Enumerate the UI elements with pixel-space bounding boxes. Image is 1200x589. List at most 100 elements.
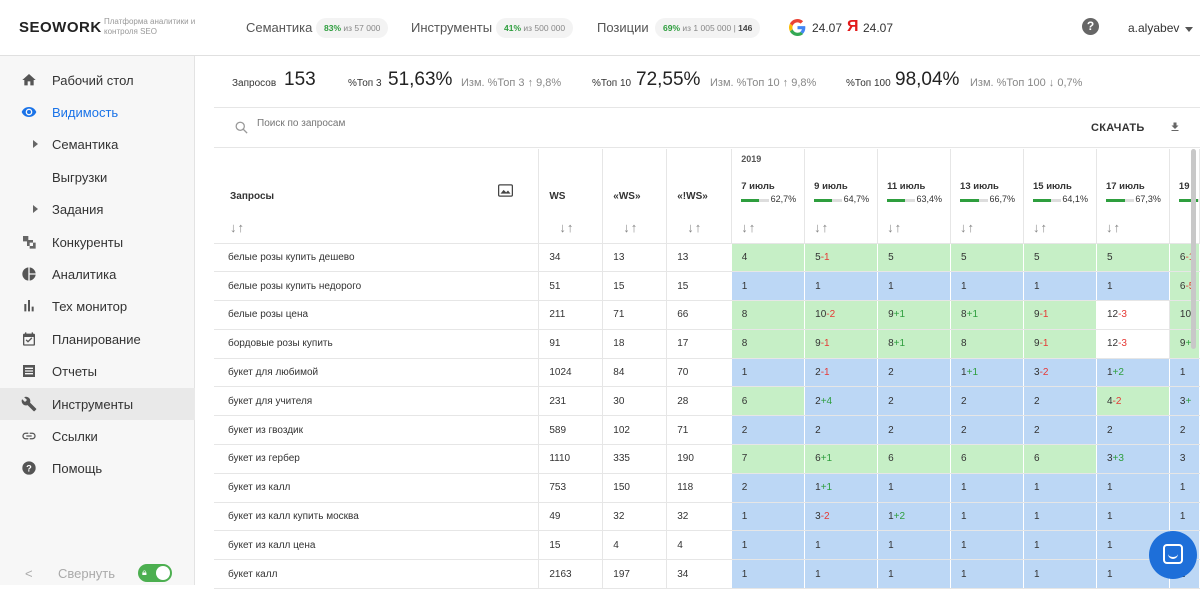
table-row[interactable]: букет из гвоздик 589 102 71 2 2 2 2 2 2 2	[214, 415, 1200, 446]
position-cell[interactable]: 1	[877, 559, 952, 589]
position-cell[interactable]: 2	[1023, 386, 1097, 417]
sort-icon[interactable]: ↓↑	[741, 219, 757, 235]
position-cell[interactable]: 1	[731, 271, 806, 302]
sort-icon[interactable]: ↓↑	[1033, 219, 1048, 235]
position-cell[interactable]: 1	[804, 530, 879, 561]
position-cell[interactable]: 1	[804, 559, 879, 589]
sidebar-item-help[interactable]: ? Помощь	[0, 452, 195, 484]
position-cell[interactable]: 10-2	[804, 300, 879, 330]
table-row[interactable]: букет из калл купить москва 49 32 32 1 3-2 1+2…	[214, 502, 1200, 532]
sidebar-item-analytics[interactable]: Аналитика	[0, 258, 195, 290]
position-cell[interactable]: 6	[731, 386, 806, 417]
position-cell[interactable]: 1	[1096, 473, 1170, 503]
position-cell[interactable]: 5	[950, 243, 1024, 273]
query-cell[interactable]: букет для любимой	[214, 358, 539, 388]
table-row[interactable]: букет для учителя 231 30 28 6 2+4 2 2 2 4-2 3+	[214, 386, 1200, 417]
sidebar-item-exports[interactable]: Выгрузки	[0, 161, 195, 193]
table-row[interactable]: бордовые розы купить 91 18 17 8 9-1 8+1 8 9-1 12-…	[214, 329, 1200, 359]
sidebar-item-dashboard[interactable]: Рабочий стол	[0, 64, 195, 96]
position-cell[interactable]: 1+1	[804, 473, 879, 503]
position-cell[interactable]: 1	[950, 530, 1024, 561]
position-cell[interactable]: 8	[731, 329, 806, 359]
position-cell[interactable]: 2	[1096, 415, 1170, 446]
position-cell[interactable]: 9-1	[1023, 300, 1097, 330]
position-cell[interactable]: 1	[1169, 473, 1200, 503]
user-menu[interactable]: a.alyabev	[1128, 21, 1194, 35]
position-cell[interactable]: 8	[950, 329, 1024, 359]
sort-icon[interactable]: ↓↑	[623, 219, 639, 235]
position-cell[interactable]: 4	[731, 243, 806, 273]
query-cell[interactable]: белые розы купить недорого	[214, 271, 539, 302]
sort-icon[interactable]: ↓↑	[687, 219, 703, 235]
position-cell[interactable]: 6+1	[804, 444, 879, 474]
sort-icon[interactable]: ↓↑	[960, 219, 976, 235]
table-row[interactable]: букет калл2163197341111111	[214, 559, 1200, 589]
position-cell[interactable]: 5	[1023, 243, 1097, 273]
sidebar-item-tools[interactable]: Инструменты	[0, 388, 195, 420]
table-row[interactable]: белые розы цена 211 71 66 8 10-2 9+1 8+1 9-1 12-3…	[214, 300, 1200, 330]
position-cell[interactable]: 1	[950, 473, 1024, 503]
sort-icon[interactable]: ↓↑	[559, 219, 575, 235]
query-cell[interactable]: букет для учителя	[214, 386, 539, 417]
table-row[interactable]: букет из калл цена15441111111	[214, 530, 1200, 561]
positions-label[interactable]: Позиции	[597, 20, 649, 35]
position-cell[interactable]: 2+4	[804, 386, 879, 417]
table-row[interactable]: белые розы купить дешево 34 13 13 4 5-1 5 5 5 5 6-…	[214, 243, 1200, 273]
position-cell[interactable]: 8+1	[877, 329, 952, 359]
position-cell[interactable]: 1+2	[877, 502, 952, 532]
position-cell[interactable]: 1	[731, 559, 806, 589]
position-cell[interactable]: 1	[1023, 559, 1097, 589]
position-cell[interactable]: 1	[1023, 502, 1097, 532]
position-cell[interactable]: 3+	[1169, 386, 1200, 417]
position-cell[interactable]: 12-3	[1096, 329, 1170, 359]
scrollbar[interactable]	[1191, 149, 1196, 349]
position-cell[interactable]: 6	[950, 444, 1024, 474]
position-cell[interactable]: 1	[1169, 502, 1200, 532]
logo[interactable]: SEOWORK	[19, 19, 102, 36]
query-cell[interactable]: белые розы купить дешево	[214, 243, 539, 273]
position-cell[interactable]: 1	[731, 502, 806, 532]
position-cell[interactable]: 8+1	[950, 300, 1024, 330]
position-cell[interactable]: 1+1	[950, 358, 1024, 388]
help-icon[interactable]: ?	[1082, 18, 1099, 35]
position-cell[interactable]: 9-1	[1023, 329, 1097, 359]
position-cell[interactable]: 2	[877, 415, 952, 446]
position-cell[interactable]: 1	[950, 271, 1024, 302]
position-cell[interactable]: 1	[1169, 358, 1200, 388]
position-cell[interactable]: 1	[950, 502, 1024, 532]
position-cell[interactable]: 5	[877, 243, 952, 273]
position-cell[interactable]: 9-1	[804, 329, 879, 359]
query-cell[interactable]: букет калл	[214, 559, 539, 589]
download-icon[interactable]	[1169, 120, 1181, 134]
chat-button[interactable]	[1149, 531, 1197, 579]
position-cell[interactable]: 1	[1096, 271, 1170, 302]
position-cell[interactable]: 2	[731, 473, 806, 503]
position-cell[interactable]: 1	[804, 271, 879, 302]
sidebar-collapse[interactable]: < Свернуть 🔒︎	[0, 560, 195, 585]
position-cell[interactable]: 4-2	[1096, 386, 1170, 417]
position-cell[interactable]: 7	[731, 444, 806, 474]
position-cell[interactable]: 6	[877, 444, 952, 474]
position-cell[interactable]: 1	[731, 358, 806, 388]
position-cell[interactable]: 2	[877, 358, 952, 388]
position-cell[interactable]: 1	[877, 473, 952, 503]
position-cell[interactable]: 3+3	[1096, 444, 1170, 474]
position-cell[interactable]: 2	[950, 415, 1024, 446]
position-cell[interactable]: 8	[731, 300, 806, 330]
position-cell[interactable]: 1	[1023, 530, 1097, 561]
position-cell[interactable]: 2	[731, 415, 806, 446]
download-button[interactable]: СКАЧАТЬ	[1091, 122, 1145, 134]
query-cell[interactable]: бордовые розы купить	[214, 329, 539, 359]
table-row[interactable]: букет из калл 753 150 118 2 1+1 1 1 1 1 1	[214, 473, 1200, 503]
sidebar-item-links[interactable]: Ссылки	[0, 420, 195, 452]
position-cell[interactable]: 1	[1096, 559, 1170, 589]
image-toggle-icon[interactable]	[498, 184, 513, 197]
position-cell[interactable]: 1	[1023, 473, 1097, 503]
sidebar-item-tech-monitor[interactable]: Тех монитор	[0, 290, 195, 322]
sidebar-item-reports[interactable]: Отчеты	[0, 355, 195, 387]
search-input[interactable]	[257, 118, 557, 129]
instruments-label[interactable]: Инструменты	[411, 20, 493, 35]
position-cell[interactable]: 2	[950, 386, 1024, 417]
query-cell[interactable]: букет из гвоздик	[214, 415, 539, 446]
position-cell[interactable]: 1+2	[1096, 358, 1170, 388]
